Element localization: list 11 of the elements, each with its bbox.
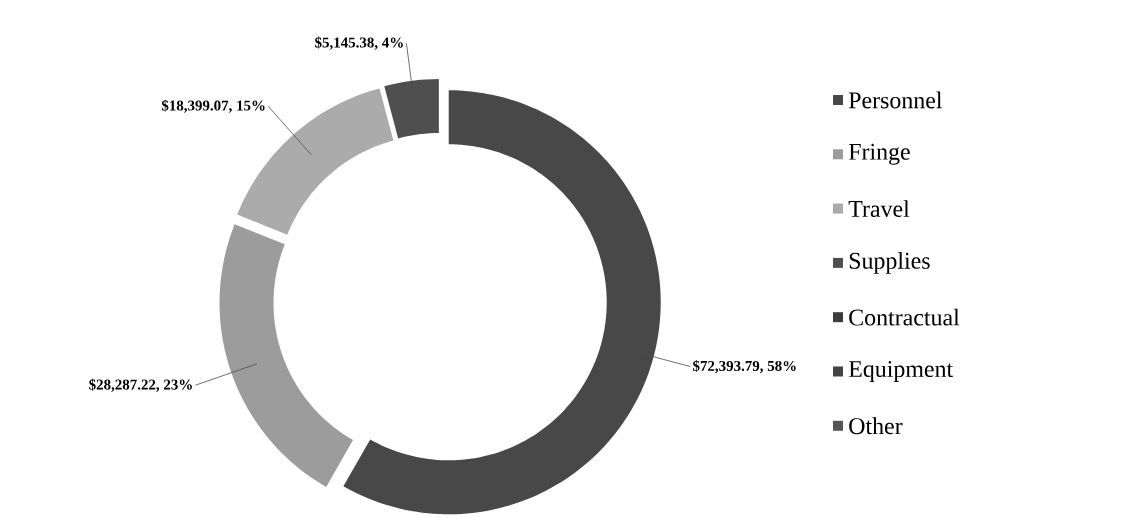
legend-label: Travel <box>848 200 910 217</box>
data-label: $28,287.22, 23% <box>89 378 192 392</box>
data-label: $72,393.79, 58% <box>693 360 796 374</box>
legend-label: Equipment <box>848 361 954 382</box>
legend-label: Supplies <box>849 252 930 274</box>
legend-label: Contractual <box>849 308 960 326</box>
data-label: $18,399.07, 15% <box>161 99 265 113</box>
legend-label: Fringe <box>848 143 910 165</box>
data-label: $5,145.38, 4% <box>315 36 403 50</box>
legend-label: Other <box>849 417 903 435</box>
legend-label: Personnel <box>848 91 943 109</box>
